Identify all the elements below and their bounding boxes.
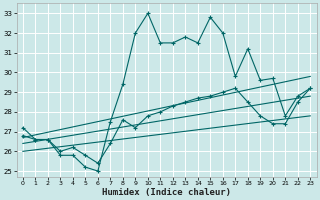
X-axis label: Humidex (Indice chaleur): Humidex (Indice chaleur) [102, 188, 231, 197]
